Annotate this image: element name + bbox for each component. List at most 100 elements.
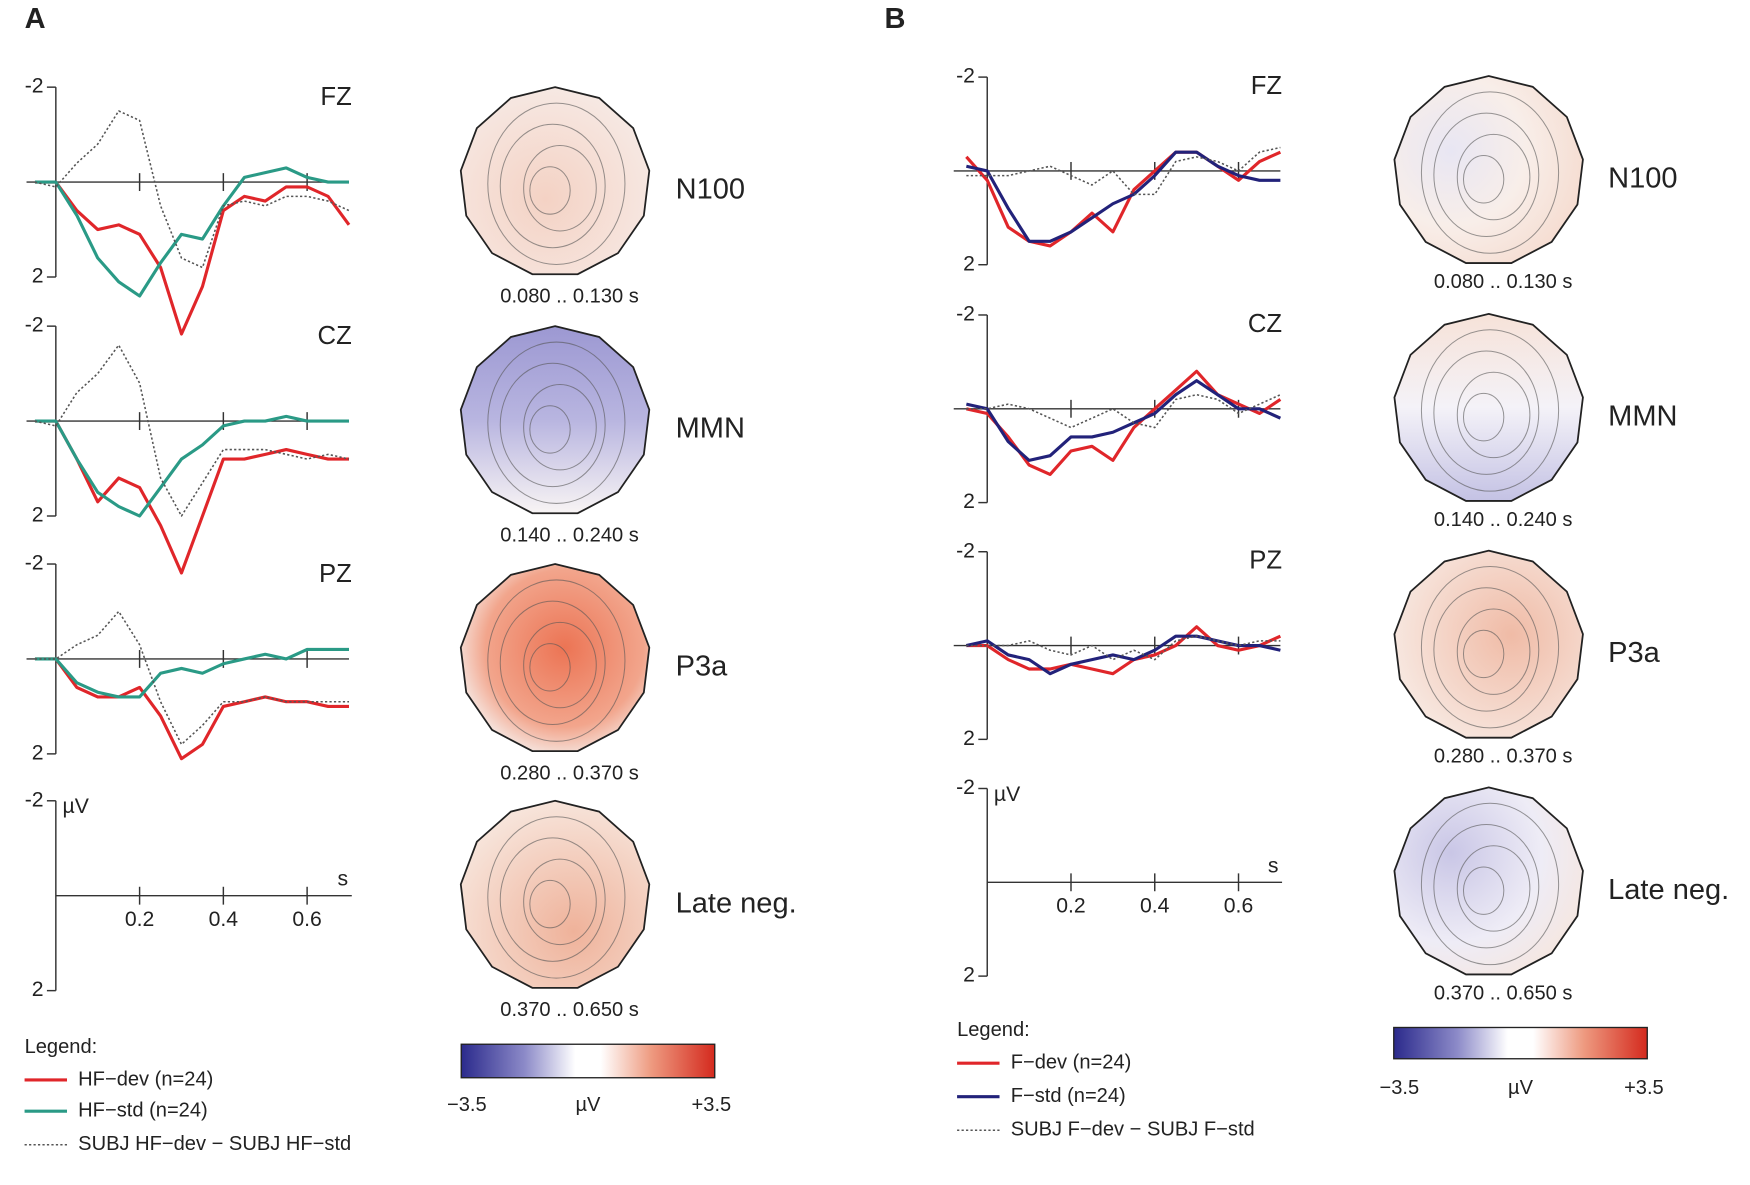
colorbar <box>1393 1026 1648 1060</box>
waveform <box>966 625 1282 676</box>
topomap <box>459 325 651 515</box>
y-tick-label: 2 <box>963 252 975 275</box>
contour <box>1420 329 1560 492</box>
waveform <box>34 647 349 699</box>
y-tick-label: -2 <box>956 539 975 562</box>
electrode-title: FZ <box>1251 72 1282 100</box>
x-tick-label: 0.2 <box>1056 894 1085 917</box>
contour <box>499 837 606 962</box>
component-label: P3a <box>676 651 728 683</box>
x-tick-label: 0.6 <box>1224 894 1253 917</box>
waveform <box>34 180 351 336</box>
contour <box>529 166 571 215</box>
legend-label: HF−std (n=24) <box>78 1100 208 1122</box>
y-tick-label: -2 <box>956 303 975 326</box>
x-unit: s <box>1268 854 1279 877</box>
waveform <box>34 414 349 518</box>
contour <box>1433 587 1540 712</box>
contour <box>1456 845 1531 932</box>
contour <box>1462 629 1505 679</box>
colorbar-unit: µV <box>575 1094 601 1116</box>
waveform <box>34 110 350 269</box>
component-label: MMN <box>1608 400 1677 432</box>
contour <box>1456 133 1531 221</box>
colorbar <box>460 1043 716 1079</box>
y-tick-label: 2 <box>32 978 44 1001</box>
topomap <box>459 563 651 752</box>
y-unit: µV <box>994 783 1021 806</box>
y-tick-label: -2 <box>25 75 44 98</box>
y-tick-label: -2 <box>25 788 44 811</box>
contour <box>1420 566 1560 729</box>
contour <box>529 879 571 929</box>
electrode-title: FZ <box>320 83 351 111</box>
electrode-title: CZ <box>318 322 352 350</box>
contour <box>529 643 571 692</box>
legend-title: Legend: <box>25 1036 98 1058</box>
contour <box>499 123 606 249</box>
contour <box>499 600 606 726</box>
contour <box>1462 155 1505 204</box>
component-label: Late neg. <box>676 887 797 919</box>
contour <box>1462 866 1505 915</box>
contour <box>529 405 571 454</box>
contour <box>487 102 626 265</box>
time-window: 0.280 .. 0.370 s <box>500 762 639 784</box>
y-tick-label: 2 <box>963 964 975 987</box>
electrode-title: PZ <box>1249 547 1282 575</box>
contour <box>1420 802 1560 966</box>
x-tick-label: 0.4 <box>209 908 239 931</box>
component-label: P3a <box>1608 637 1660 669</box>
contour <box>1462 392 1505 442</box>
component-label: Late neg. <box>1608 874 1729 906</box>
contour <box>487 816 626 979</box>
topomap <box>1393 75 1584 264</box>
topomap <box>1393 549 1584 739</box>
colorbar-min: −3.5 <box>447 1094 487 1116</box>
electrode-title: PZ <box>319 560 352 588</box>
y-tick-label: -2 <box>956 776 975 799</box>
legend-label: SUBJ HF−dev − SUBJ HF−std <box>78 1133 351 1155</box>
waveform <box>34 419 349 575</box>
waveform <box>34 610 349 746</box>
waveform <box>966 369 1282 477</box>
contour <box>499 362 606 488</box>
waveform <box>966 379 1282 462</box>
legend-label: SUBJ F−dev − SUBJ F−std <box>1011 1119 1255 1141</box>
topomap <box>1393 786 1584 976</box>
y-tick-label: 2 <box>32 265 44 288</box>
topomap <box>459 86 651 276</box>
waveform <box>966 150 1281 243</box>
time-window: 0.080 .. 0.130 s <box>500 285 639 307</box>
time-window: 0.280 .. 0.370 s <box>1434 746 1573 768</box>
topomap <box>1393 312 1584 502</box>
waveform <box>34 657 349 761</box>
y-tick-label: -2 <box>25 552 44 575</box>
component-label: N100 <box>1608 163 1677 195</box>
contour <box>523 383 597 471</box>
contour <box>1420 91 1560 254</box>
legend-label: HF−dev (n=24) <box>78 1068 213 1090</box>
waveform <box>965 150 1282 248</box>
legend-label: F−std (n=24) <box>1011 1085 1126 1107</box>
colorbar-max: +3.5 <box>1624 1077 1664 1099</box>
x-tick-label: 0.6 <box>292 908 321 931</box>
y-tick-label: 2 <box>963 727 975 750</box>
time-window: 0.080 .. 0.130 s <box>1434 271 1573 293</box>
contour <box>1456 371 1531 459</box>
contour <box>523 621 597 709</box>
colorbar-max: +3.5 <box>692 1094 732 1116</box>
y-tick-label: 2 <box>32 504 44 527</box>
component-label: MMN <box>676 413 745 445</box>
component-label: N100 <box>676 174 745 206</box>
x-unit: s <box>338 868 349 891</box>
contour <box>1456 608 1531 695</box>
x-tick-label: 0.2 <box>125 908 154 931</box>
contour <box>1433 824 1540 949</box>
time-window: 0.370 .. 0.650 s <box>1434 982 1573 1004</box>
waveform <box>966 146 1281 196</box>
topomap <box>459 799 651 989</box>
waveform <box>966 393 1281 429</box>
